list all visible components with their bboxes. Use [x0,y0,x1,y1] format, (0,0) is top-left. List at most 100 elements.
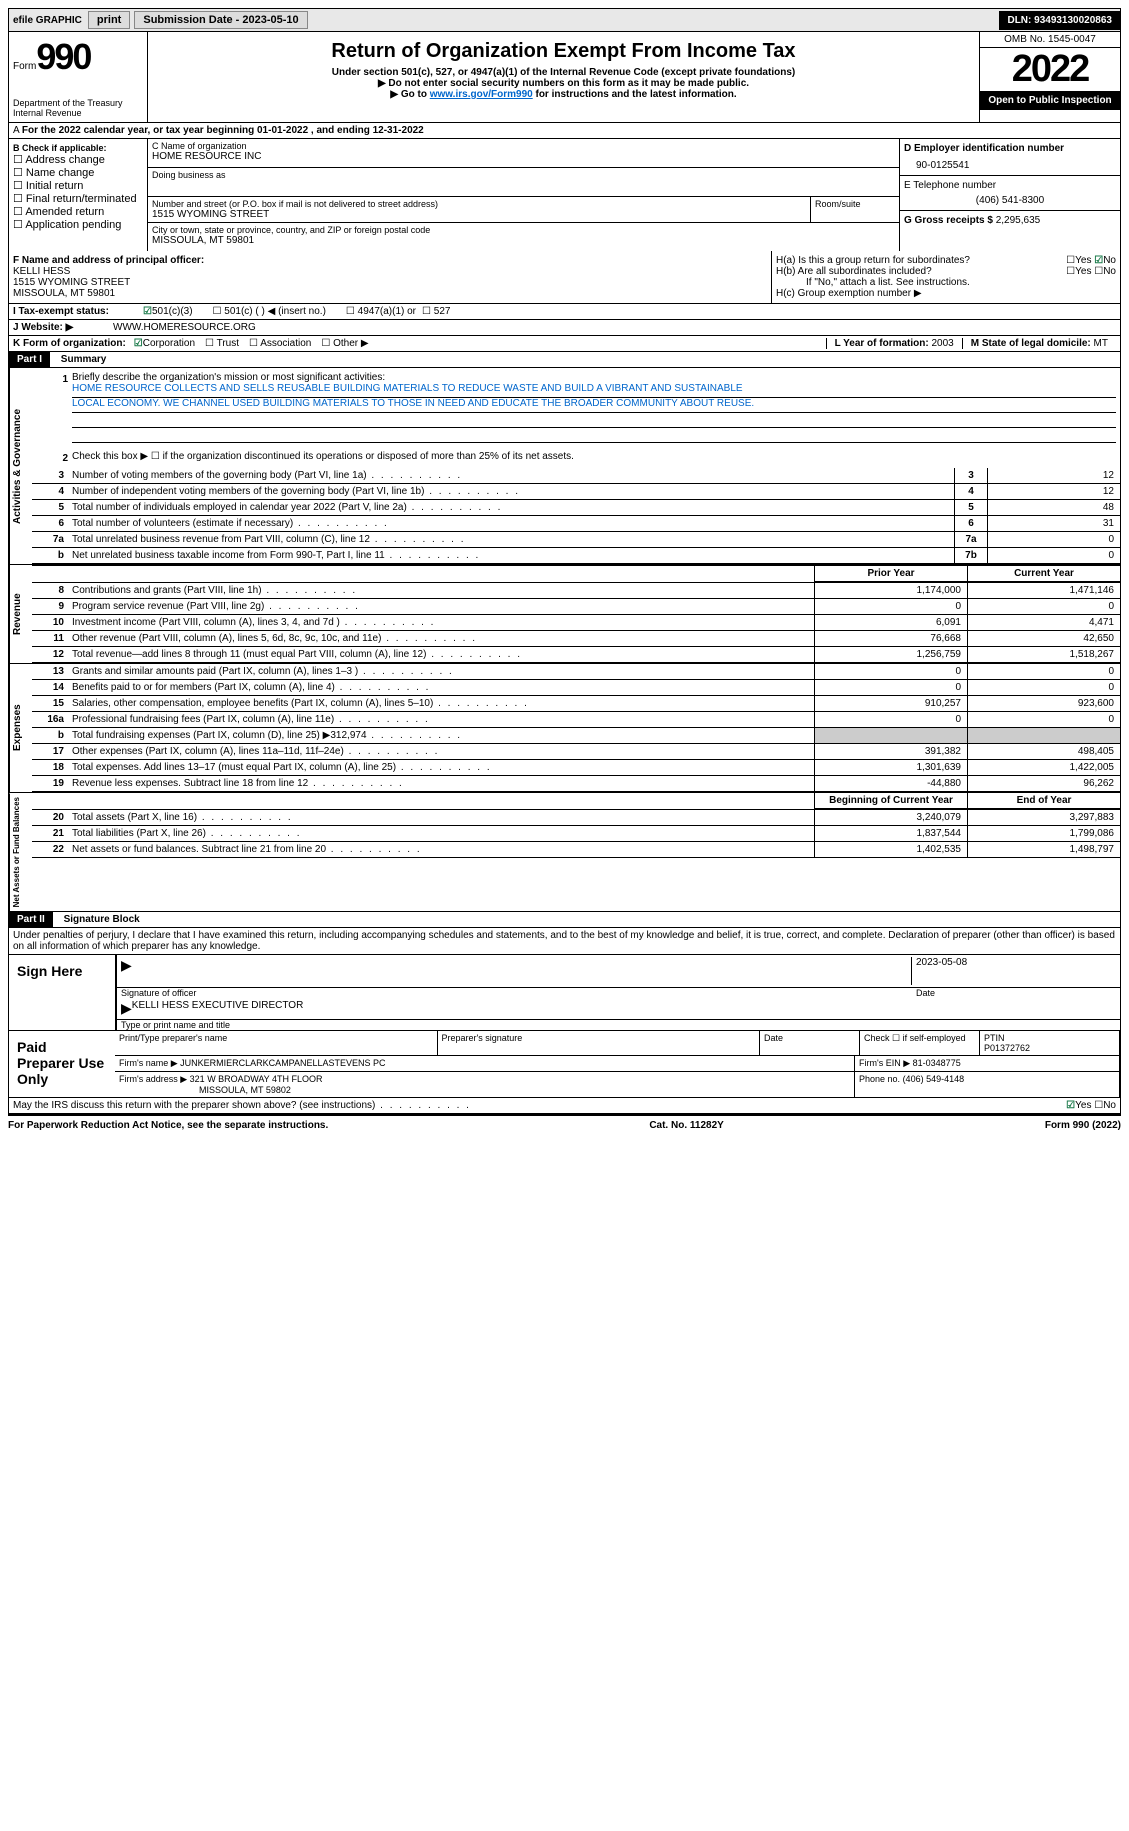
paid-prep-label: Paid Preparer Use Only [9,1031,115,1097]
sign-here-label: Sign Here [9,955,115,1030]
self-employed-check[interactable]: Check ☐ if self-employed [860,1031,980,1056]
q2-text: Check this box ▶ ☐ if the organization d… [72,451,574,466]
signature-block: Sign Here ▶ 2023-05-08 Signature of offi… [8,955,1121,1031]
corp-checked: ☑ [134,338,143,349]
tax-year: 2022 [980,48,1120,91]
part1-badge: Part I [9,352,50,367]
open-inspection: Open to Public Inspection [980,91,1120,110]
revenue-label: Revenue [9,565,32,663]
form-header: Form990 Department of the Treasury Inter… [8,32,1121,123]
header-sub2: ▶ Do not enter social security numbers o… [152,78,975,89]
part2-title: Signature Block [56,914,140,925]
room-label: Room/suite [811,197,899,222]
section-c: C Name of organization HOME RESOURCE INC… [148,139,900,251]
opt-trust: Trust [217,338,239,349]
table-row: 20Total assets (Part X, line 16)3,240,07… [32,810,1120,826]
opt-501c: 501(c) ( ) ◀ (insert no.) [224,306,326,317]
table-row: bTotal fundraising expenses (Part IX, co… [32,728,1120,744]
goto-pre: ▶ Go to [390,89,429,100]
firm-addr1: 321 W BROADWAY 4TH FLOOR [190,1074,323,1084]
table-row: 21Total liabilities (Part X, line 26)1,8… [32,826,1120,842]
opt-4947: 4947(a)(1) or [358,306,416,317]
topbar: efile GRAPHIC print Submission Date - 20… [8,8,1121,32]
part1-revenue: Revenue Prior Year Current Year 8Contrib… [8,565,1121,664]
chk-name[interactable]: ☐ Name change [13,166,143,179]
officer-name: KELLI HESS [13,266,767,277]
website-value[interactable]: WWW.HOMERESOURCE.ORG [113,322,256,333]
f-label: F Name and address of principal officer: [13,255,767,266]
header-right: OMB No. 1545-0047 2022 Open to Public In… [979,32,1120,122]
i-label: I Tax-exempt status: [13,306,143,317]
phone-label: E Telephone number [904,180,1116,191]
revenue-body: Prior Year Current Year 8Contributions a… [32,565,1120,663]
table-row: 4Number of independent voting members of… [32,484,1120,500]
irs-label: Internal Revenue [13,108,143,118]
city-label: City or town, state or province, country… [152,225,895,235]
firm-phone: (406) 549-4148 [903,1074,965,1084]
table-row: 19Revenue less expenses. Subtract line 1… [32,776,1120,792]
officer-printed-name: KELLI HESS EXECUTIVE DIRECTOR [132,1000,304,1017]
part2-badge: Part II [9,912,53,927]
footer: For Paperwork Reduction Act Notice, see … [8,1114,1121,1135]
arrow-icon: ▶ [121,1000,132,1017]
footer-right: Form 990 (2022) [1045,1120,1121,1131]
ha-answer: ☐Yes ☑No [1066,255,1116,266]
table-row: 10Investment income (Part VIII, column (… [32,615,1120,631]
row-a: A For the 2022 calendar year, or tax yea… [8,123,1121,139]
chk-final[interactable]: ☐ Final return/terminated [13,192,143,205]
section-d: D Employer identification number 90-0125… [900,139,1120,251]
discuss-row: May the IRS discuss this return with the… [8,1098,1121,1114]
begin-year-header: Beginning of Current Year [814,793,967,809]
part1-expenses: Expenses 13Grants and similar amounts pa… [8,664,1121,793]
ptin-label: PTIN [984,1033,1005,1043]
ein-value: 90-0125541 [904,154,1116,171]
footer-cat: Cat. No. 11282Y [649,1120,723,1131]
l-val: 2003 [931,338,953,349]
phone-row: E Telephone number (406) 541-8300 [900,176,1120,211]
m-label: M State of legal domicile: [971,338,1091,349]
k-label: K Form of organization: [13,338,126,349]
city-row: City or town, state or province, country… [148,223,899,251]
row-a-text: For the 2022 calendar year, or tax year … [22,125,424,136]
firm-ein-label: Firm's EIN ▶ [859,1058,910,1068]
chk-address[interactable]: ☐ Address change [13,153,143,166]
street-address: 1515 WYOMING STREET [152,209,806,220]
row-k: K Form of organization: ☑ Corporation ☐ … [8,336,1121,352]
efile-label: efile GRAPHIC [9,15,86,26]
mission-line1: HOME RESOURCE COLLECTS AND SELLS REUSABL… [72,383,1116,398]
prep-date-label: Date [760,1031,860,1056]
part1-governance: Activities & Governance 1 Briefly descri… [8,368,1121,565]
part1-header-row: Part I Summary [8,352,1121,368]
hb-answer: ☐Yes ☐No [1066,266,1116,277]
date-label: Date [916,988,1116,998]
addr-row: Number and street (or P.O. box if mail i… [148,197,899,223]
dept-treasury: Department of the Treasury [13,98,143,108]
arrow-icon: ▶ [121,957,132,985]
addr-label: Number and street (or P.O. box if mail i… [152,199,806,209]
part2-header-row: Part II Signature Block [8,912,1121,928]
form-title: Return of Organization Exempt From Incom… [152,40,975,63]
end-year-header: End of Year [967,793,1120,809]
omb-number: OMB No. 1545-0047 [980,32,1120,48]
dln: DLN: 93493130020863 [999,11,1120,30]
prep-name-label: Print/Type preparer's name [115,1031,438,1056]
opt-other: Other ▶ [333,338,368,349]
prep-sig-label: Preparer's signature [438,1031,761,1056]
discuss-text: May the IRS discuss this return with the… [13,1100,471,1111]
print-button[interactable]: print [88,11,130,29]
table-row: 11Other revenue (Part VIII, column (A), … [32,631,1120,647]
header-sub3: ▶ Go to www.irs.gov/Form990 for instruct… [152,89,975,100]
irs-link[interactable]: www.irs.gov/Form990 [430,89,533,100]
opt-assoc: Association [260,338,311,349]
opt-corp: Corporation [143,338,195,349]
table-row: 9Program service revenue (Part VIII, lin… [32,599,1120,615]
footer-left: For Paperwork Reduction Act Notice, see … [8,1120,328,1131]
chk-initial[interactable]: ☐ Initial return [13,179,143,192]
part1-netassets: Net Assets or Fund Balances Beginning of… [8,793,1121,912]
firm-addr2: MISSOULA, MT 59802 [119,1085,291,1095]
chk-pending[interactable]: ☐ Application pending [13,218,143,231]
table-row: 3Number of voting members of the governi… [32,468,1120,484]
chk-amended[interactable]: ☐ Amended return [13,205,143,218]
firm-ein: 81-0348775 [913,1058,961,1068]
opt-527: 527 [434,306,451,317]
